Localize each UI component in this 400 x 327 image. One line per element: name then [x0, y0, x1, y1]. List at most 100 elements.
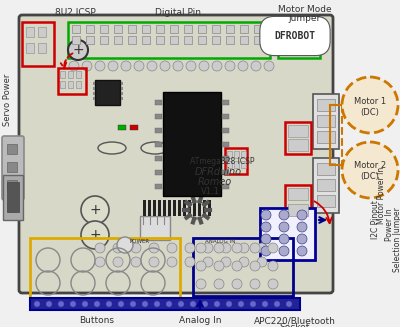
- Circle shape: [68, 40, 88, 60]
- Bar: [254, 36, 262, 44]
- Circle shape: [297, 210, 307, 220]
- Circle shape: [202, 301, 208, 307]
- Circle shape: [232, 261, 242, 271]
- Bar: [240, 25, 248, 33]
- Bar: [114, 36, 122, 44]
- Bar: [30, 238, 180, 298]
- Bar: [285, 122, 311, 154]
- Circle shape: [113, 257, 123, 267]
- Bar: [76, 81, 81, 88]
- Circle shape: [262, 301, 268, 307]
- Text: Motor Mode: Motor Mode: [278, 5, 332, 14]
- Bar: [288, 139, 308, 151]
- Bar: [93, 82, 95, 85]
- Bar: [121, 92, 123, 95]
- Text: +: +: [279, 223, 291, 237]
- Bar: [155, 170, 162, 175]
- Bar: [156, 36, 164, 44]
- Bar: [155, 156, 162, 161]
- Text: +: +: [89, 228, 101, 242]
- Circle shape: [121, 61, 131, 71]
- Text: Selection Jumper: Selection Jumper: [392, 208, 400, 272]
- Bar: [183, 200, 186, 216]
- Bar: [184, 25, 192, 33]
- Bar: [222, 156, 229, 161]
- Circle shape: [130, 301, 136, 307]
- Bar: [130, 125, 138, 130]
- Circle shape: [214, 243, 224, 253]
- Circle shape: [95, 61, 105, 71]
- Bar: [225, 148, 247, 174]
- Text: ATmega328 ICSP: ATmega328 ICSP: [190, 158, 254, 166]
- Circle shape: [95, 243, 105, 253]
- Bar: [294, 31, 302, 41]
- Circle shape: [257, 243, 267, 253]
- Bar: [222, 184, 229, 189]
- Bar: [227, 151, 232, 158]
- Circle shape: [226, 301, 232, 307]
- Bar: [317, 179, 335, 191]
- Circle shape: [82, 301, 88, 307]
- Bar: [208, 200, 211, 216]
- Bar: [158, 200, 161, 216]
- Bar: [7, 144, 17, 154]
- Circle shape: [69, 61, 79, 71]
- Bar: [188, 200, 191, 216]
- Circle shape: [160, 61, 170, 71]
- Text: Motor 1: Motor 1: [354, 96, 386, 106]
- Circle shape: [118, 301, 124, 307]
- Circle shape: [154, 301, 160, 307]
- Text: +: +: [89, 203, 101, 217]
- Bar: [173, 200, 176, 216]
- Bar: [170, 25, 178, 33]
- Bar: [60, 81, 65, 88]
- Bar: [168, 200, 171, 216]
- Text: Motor Power In: Motor Power In: [378, 166, 386, 224]
- Circle shape: [108, 61, 118, 71]
- Bar: [155, 184, 162, 189]
- Bar: [3, 175, 23, 220]
- Circle shape: [117, 237, 133, 253]
- Bar: [260, 208, 315, 260]
- FancyBboxPatch shape: [2, 136, 24, 200]
- Bar: [170, 36, 178, 44]
- Bar: [114, 25, 122, 33]
- Text: +: +: [72, 43, 84, 57]
- Text: DFROBOT: DFROBOT: [274, 31, 316, 41]
- Circle shape: [221, 243, 231, 253]
- Bar: [155, 100, 162, 105]
- Bar: [93, 97, 95, 100]
- Bar: [38, 27, 46, 37]
- Bar: [86, 25, 94, 33]
- Bar: [163, 200, 166, 216]
- Bar: [72, 25, 80, 33]
- Circle shape: [271, 216, 299, 244]
- Circle shape: [186, 61, 196, 71]
- Circle shape: [58, 301, 64, 307]
- Bar: [313, 158, 339, 213]
- Bar: [38, 43, 46, 53]
- Circle shape: [196, 279, 206, 289]
- Bar: [234, 151, 239, 158]
- Text: 8U2 ICSP: 8U2 ICSP: [55, 8, 95, 17]
- Bar: [222, 114, 229, 119]
- Circle shape: [149, 243, 159, 253]
- Bar: [198, 25, 206, 33]
- Bar: [227, 161, 232, 168]
- Text: V1.1: V1.1: [200, 187, 220, 197]
- Bar: [118, 125, 126, 130]
- Bar: [222, 128, 229, 133]
- Text: (DC): (DC): [360, 108, 380, 116]
- Bar: [294, 44, 302, 50]
- Text: Romeo: Romeo: [198, 177, 232, 187]
- Text: Motor 2: Motor 2: [354, 162, 386, 170]
- Text: ANALOG IN: ANALOG IN: [205, 239, 235, 244]
- Bar: [306, 44, 314, 50]
- Bar: [240, 36, 248, 44]
- Bar: [95, 80, 120, 105]
- Circle shape: [342, 142, 398, 198]
- Circle shape: [261, 234, 271, 244]
- Bar: [148, 200, 151, 216]
- Bar: [142, 25, 150, 33]
- Circle shape: [232, 243, 242, 253]
